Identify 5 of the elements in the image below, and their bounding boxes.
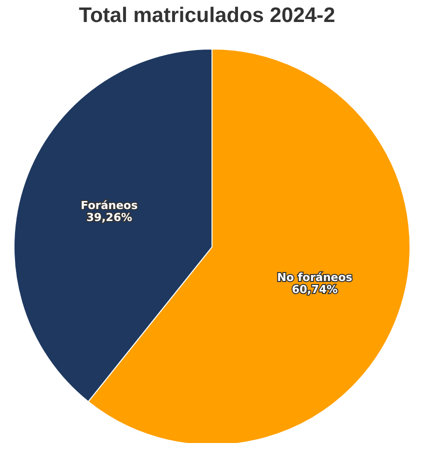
slice-label: Foráneos <box>80 198 138 212</box>
chart-title: Total matriculados 2024-2 <box>78 4 336 28</box>
data-label: 39,26% <box>86 210 132 224</box>
data-label: 60,74% <box>292 283 338 296</box>
slice-label: No foráneos <box>277 271 353 284</box>
